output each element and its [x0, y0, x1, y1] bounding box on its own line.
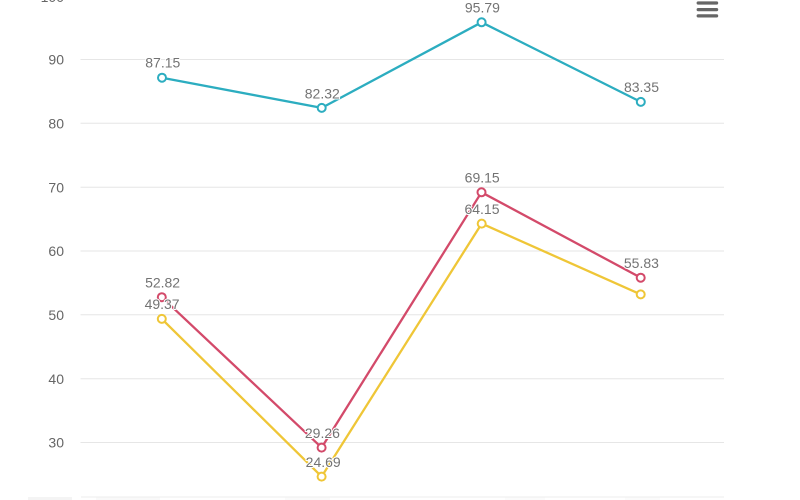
svg-text:64.15: 64.15: [464, 201, 499, 217]
svg-text:90: 90: [48, 52, 64, 68]
svg-text:69.15: 69.15: [465, 170, 500, 186]
svg-text:70: 70: [48, 179, 64, 195]
svg-text:60: 60: [48, 243, 64, 259]
svg-text:49.37: 49.37: [145, 296, 180, 312]
svg-text:50: 50: [48, 307, 64, 323]
svg-text:52.82: 52.82: [145, 274, 180, 290]
svg-text:55.83: 55.83: [624, 255, 659, 271]
svg-text:80: 80: [48, 115, 64, 131]
svg-text:95.79: 95.79: [465, 0, 500, 15]
svg-text:30: 30: [48, 435, 64, 451]
svg-text:24.69: 24.69: [306, 454, 341, 470]
svg-text:87.15: 87.15: [145, 55, 180, 71]
svg-text:100: 100: [41, 0, 65, 5]
svg-text:40: 40: [48, 371, 64, 387]
svg-text:82.32: 82.32: [305, 86, 340, 102]
svg-text:83.35: 83.35: [624, 79, 659, 95]
svg-text:29.26: 29.26: [305, 425, 340, 441]
